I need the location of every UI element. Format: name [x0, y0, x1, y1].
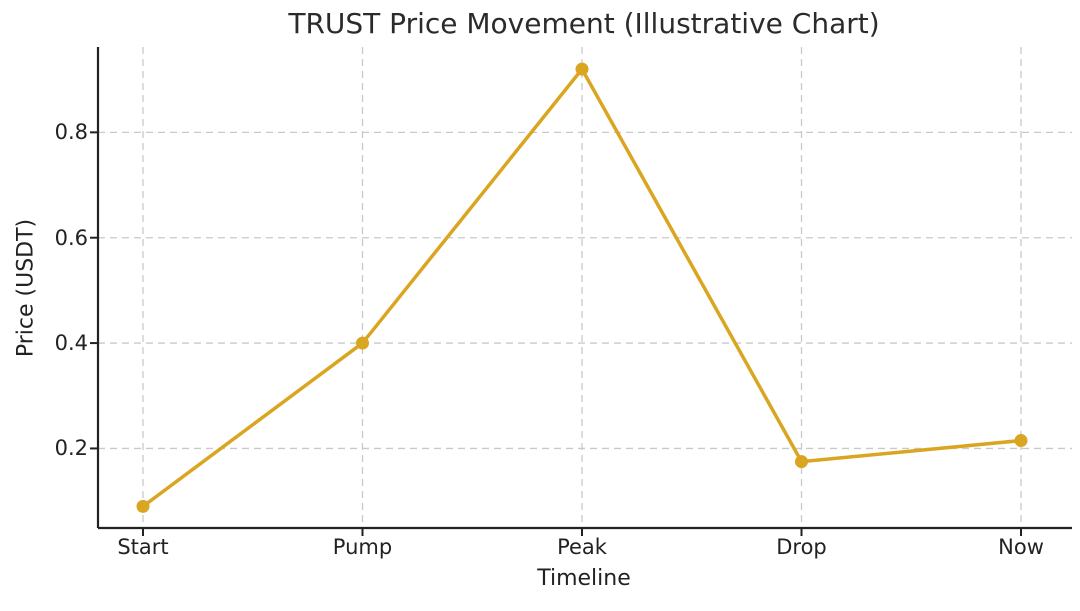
data-point-drop	[795, 455, 808, 469]
data-point-peak	[575, 62, 589, 76]
data-point-pump	[356, 336, 369, 350]
x-tick-label: Pump	[332, 535, 393, 559]
x-tick-label: Drop	[776, 535, 827, 559]
y-tick-label: 0.2	[54, 436, 88, 461]
x-tick-label: Now	[998, 535, 1044, 559]
x-tick-label: Start	[117, 535, 169, 559]
y-tick-label: 0.8	[54, 120, 88, 145]
data-point-start	[136, 499, 150, 513]
data-point-now	[1014, 434, 1028, 448]
y-tick-label: 0.6	[54, 225, 88, 250]
chart-title: TRUST Price Movement (Illustrative Chart…	[288, 7, 880, 40]
y-tick-label: 0.4	[54, 331, 88, 356]
x-axis-label: Timeline	[537, 566, 631, 591]
x-tick-label: Peak	[557, 535, 607, 559]
